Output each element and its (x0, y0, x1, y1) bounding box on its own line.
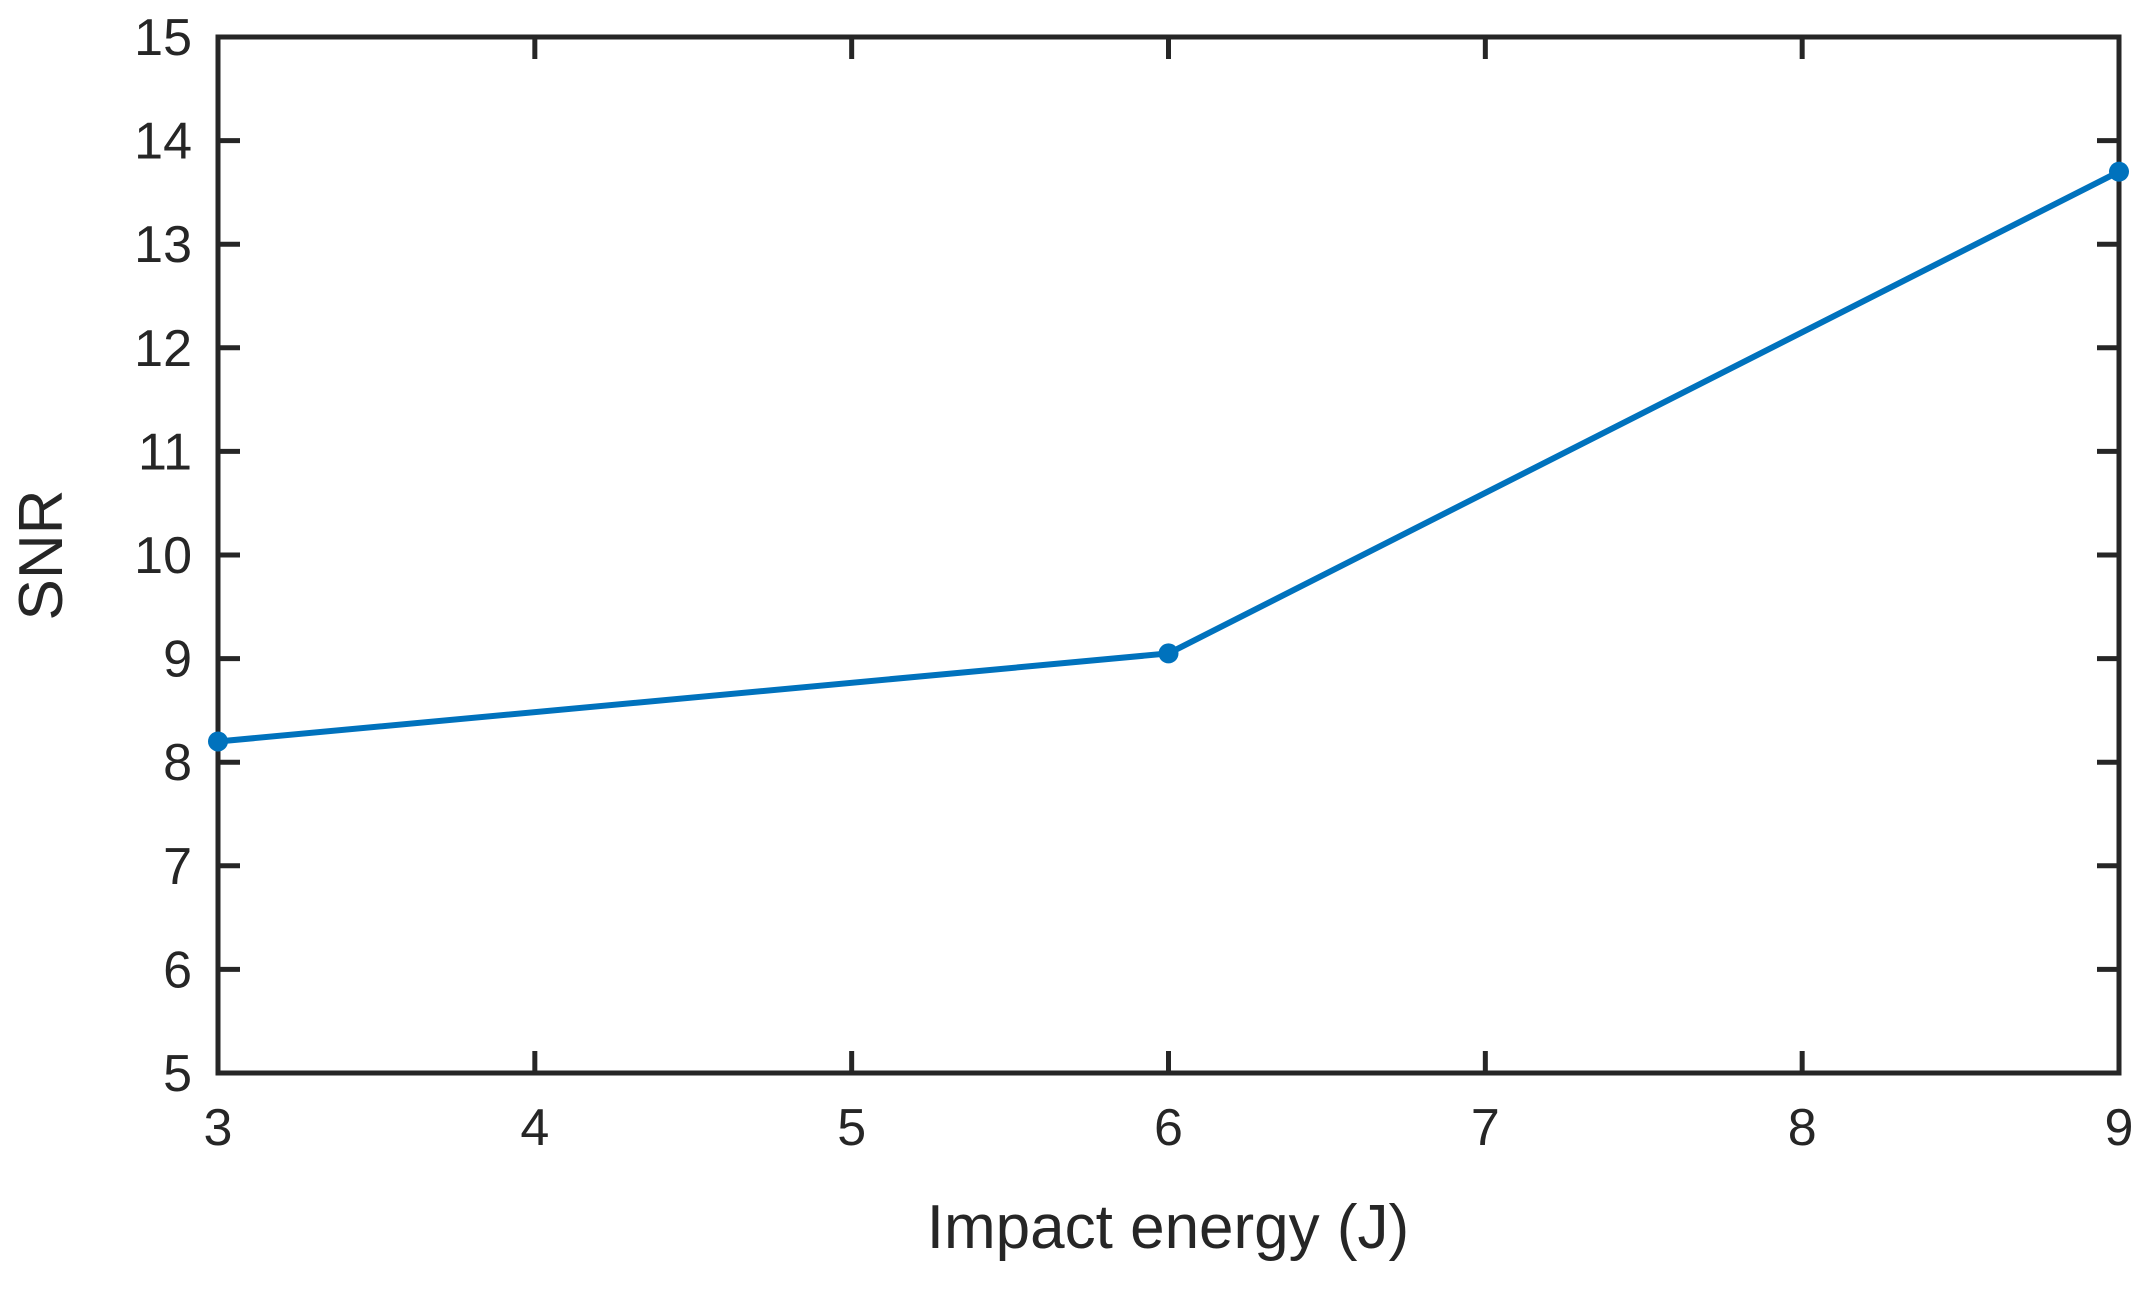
data-point-marker (208, 731, 228, 752)
y-tick-label: 11 (138, 423, 192, 481)
x-tick-label: 9 (2105, 1099, 2134, 1157)
data-point-marker (1158, 643, 1179, 664)
y-tick-label: 12 (134, 320, 192, 378)
plot-box (215, 34, 2122, 1076)
data-series-layer (208, 161, 2129, 752)
x-tick-label: 7 (1471, 1099, 1500, 1157)
y-tick-label: 9 (163, 631, 192, 689)
x-tick-label: 8 (1788, 1099, 1817, 1157)
x-tick-label: 5 (837, 1099, 866, 1157)
x-tick-label: 6 (1154, 1099, 1183, 1157)
y-axis-label: SNR (7, 490, 76, 621)
y-tick-label: 7 (163, 838, 192, 896)
x-tick-label: 3 (204, 1099, 233, 1157)
data-point-marker (2109, 161, 2129, 182)
y-tick-label: 10 (134, 527, 192, 585)
y-tick-label: 6 (163, 941, 192, 999)
ticks-layer: 3 4 5 6 7 8 9 5 6 7 8 9 10 11 12 13 14 15 (134, 9, 2133, 1157)
x-axis-label: Impact energy (J) (927, 1193, 1409, 1262)
y-tick-label: 5 (163, 1045, 192, 1103)
y-tick-label: 13 (134, 216, 192, 274)
x-tick-label: 4 (520, 1099, 549, 1157)
y-tick-label: 15 (134, 9, 192, 67)
y-tick-label: 14 (134, 113, 192, 171)
y-tick-label: 8 (163, 734, 192, 792)
